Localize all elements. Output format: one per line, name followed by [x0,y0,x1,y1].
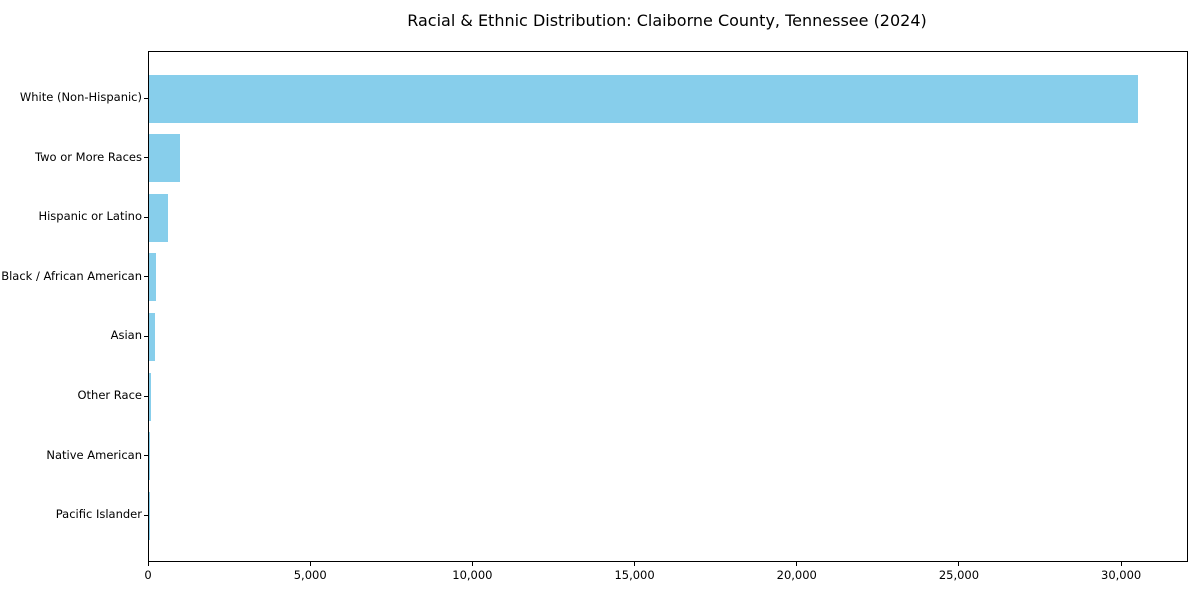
x-tick-5000 [309,562,311,566]
x-tick-label-30000: 30,000 [1101,568,1142,582]
x-tick-0 [147,562,149,566]
y-tick-label-asian: Asian [110,328,142,343]
y-tick-label-pacific-islander: Pacific Islander [55,507,142,522]
y-tick-black-african-american [144,276,148,278]
x-tick-label-20000: 20,000 [776,568,817,582]
y-tick-white-non-hispanic [144,97,148,99]
y-tick-other-race [144,395,148,397]
x-tick-20000 [796,562,798,566]
bar-hispanic-or-latino [149,193,169,242]
x-tick-25000 [958,562,960,566]
y-tick-two-or-more-races [144,157,148,159]
bar-native-american [149,432,150,481]
bar-two-or-more-races [149,134,180,183]
x-tick-label-5000: 5,000 [293,568,327,582]
y-tick-asian [144,335,148,337]
y-tick-label-black-african-american: Black / African American [1,268,142,283]
y-tick-label-two-or-more-races: Two or More Races [35,149,142,164]
y-tick-pacific-islander [144,514,148,516]
bar-black-african-american [149,253,157,302]
x-tick-30000 [1120,562,1122,566]
y-tick-hispanic-or-latino [144,216,148,218]
bar-other-race [149,372,151,421]
x-tick-label-0: 0 [144,568,152,582]
y-tick-label-other-race: Other Race [77,388,143,402]
plot-area [148,51,1188,562]
x-tick-label-25000: 25,000 [938,568,980,582]
x-tick-label-15000: 15,000 [614,568,655,582]
x-tick-10000 [471,562,473,566]
y-tick-native-american [144,455,148,457]
y-tick-label-native-american: Native American [46,447,142,462]
y-tick-label-hispanic-or-latino: Hispanic or Latino [38,209,142,224]
bars-layer [149,52,1187,561]
x-tick-label-10000: 10,000 [452,568,493,582]
y-tick-label-white-non-hispanic: White (Non-Hispanic) [19,90,142,104]
chart-title: Racial & Ethnic Distribution: Claiborne … [407,11,927,30]
bar-white-non-hispanic [149,74,1139,123]
x-tick-15000 [634,562,636,566]
bar-asian [149,312,155,361]
